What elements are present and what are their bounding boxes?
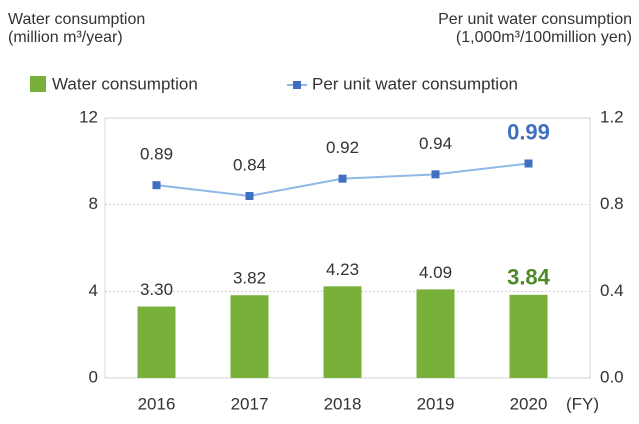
x-tick-label: 2016 (138, 394, 176, 413)
legend-label: Water consumption (52, 74, 198, 93)
y-tick-label: 12 (79, 107, 98, 126)
bar-value-label: 3.30 (140, 280, 173, 299)
line-value-label: 0.89 (140, 145, 173, 164)
line-value-label: 0.94 (419, 134, 452, 153)
line-marker (245, 192, 254, 200)
y2-tick-label: 0.4 (600, 281, 624, 300)
x-tick-label: 2017 (231, 394, 269, 413)
bar (230, 295, 269, 378)
bar (416, 289, 455, 378)
x-tick-label: 2020 (510, 394, 548, 413)
x-axis-title: (FY) (566, 394, 599, 413)
x-tick-label: 2018 (324, 394, 362, 413)
bar (137, 306, 176, 378)
y2-axis-title: Per unit water consumption (1,000m³/100mi… (438, 11, 632, 46)
bar-value-label: 3.84 (507, 265, 551, 290)
bar-value-label: 3.82 (233, 269, 266, 288)
y-tick-label: 0 (89, 367, 98, 386)
line-value-label: 0.92 (326, 138, 359, 157)
bar-value-label: 4.23 (326, 260, 359, 279)
x-tick-label: 2019 (417, 394, 455, 413)
y-tick-label: 4 (89, 281, 98, 300)
y2-tick-label: 0.0 (600, 367, 624, 386)
line-marker (152, 181, 161, 190)
y2-tick-label: 0.8 (600, 194, 624, 213)
legend-marker (293, 81, 301, 89)
line-value-label: 0.84 (233, 155, 266, 174)
line-marker (524, 159, 533, 168)
legend-label: Per unit water consumption (312, 74, 518, 93)
bar-value-label: 4.09 (419, 263, 452, 282)
bar (509, 294, 548, 378)
y2-tick-label: 1.2 (600, 107, 624, 126)
line-value-label: 0.99 (507, 119, 550, 144)
line-marker (431, 170, 440, 179)
y-axis-title: Water consumption (million m³/year) (8, 11, 145, 46)
line-marker (338, 174, 347, 183)
legend-swatch (30, 76, 46, 92)
bar (323, 286, 362, 378)
y-tick-label: 8 (89, 194, 98, 213)
